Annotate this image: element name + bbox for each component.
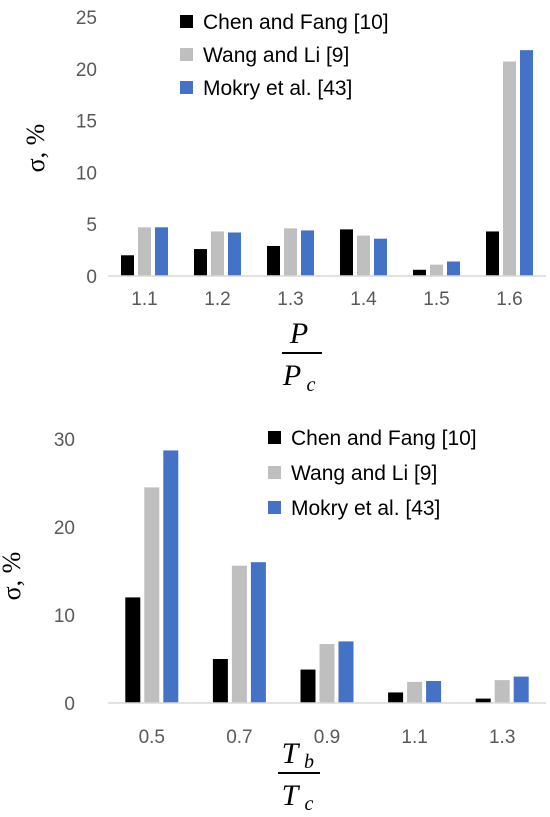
bar: [407, 681, 423, 703]
y-axis-label: σ, %: [0, 552, 26, 601]
x-axis-label-denominator-sub: c: [305, 793, 314, 815]
bar: [163, 450, 179, 703]
bar: [388, 692, 404, 703]
chart-pressure-ratio-svg: σ, % P P c 0 5 10 15 20 25 1.1 1.2 1.3 1.4 1.5 1.6 C…: [21, 8, 546, 395]
bar: [430, 264, 443, 276]
bar: [374, 238, 387, 276]
bar: [121, 255, 134, 276]
y-tick-label: 0: [86, 267, 97, 288]
bar: [413, 269, 426, 276]
y-tick-label: 15: [76, 112, 97, 133]
bar: [155, 227, 168, 276]
bar: [447, 261, 460, 276]
y-tick-label: 30: [54, 430, 75, 451]
bar: [300, 669, 316, 703]
bar: [494, 680, 510, 703]
bar: [338, 641, 354, 703]
bar: [250, 562, 266, 703]
legend-swatch: [268, 431, 281, 444]
bar: [475, 698, 491, 703]
y-tick-label: 25: [76, 8, 97, 29]
legend-label: Chen and Fang [10]: [203, 11, 389, 34]
legend-swatch: [180, 15, 193, 28]
bar: [212, 659, 228, 703]
y-tick-label: 10: [76, 163, 97, 184]
x-axis-label-denominator: P: [282, 359, 301, 392]
bar: [513, 676, 529, 703]
x-axis-label-denominator-sub: c: [307, 374, 316, 395]
x-axis-label-numerator-sub: b: [304, 751, 314, 773]
legend-swatch: [268, 501, 281, 514]
x-tick-label: 1.6: [496, 289, 522, 310]
y-tick-label: 10: [54, 606, 75, 627]
bar: [144, 487, 160, 703]
x-tick-label: 1.3: [489, 727, 515, 748]
x-tick-label: 1.2: [204, 289, 230, 310]
y-axis-label: σ, %: [21, 124, 50, 173]
bar: [228, 232, 241, 276]
bar: [231, 565, 247, 703]
x-tick-label: 0.9: [314, 727, 340, 748]
y-tick-label: 20: [76, 60, 97, 81]
x-tick-label: 1.5: [423, 289, 449, 310]
legend-label: Chen and Fang [10]: [291, 427, 477, 450]
x-tick-label: 0.7: [226, 727, 252, 748]
x-tick-label: 1.3: [277, 289, 303, 310]
x-axis-label-numerator: P: [289, 317, 308, 350]
chart-pressure-ratio: σ, % P P c 0 5 10 15 20 25 1.1 1.2 1.3 1.4 1.5 1.6 C…: [0, 0, 550, 395]
bar: [267, 245, 280, 276]
y-tick-label: 20: [54, 518, 75, 539]
bar: [426, 681, 442, 703]
bar: [520, 50, 533, 276]
legend-label: Wang and Li [9]: [203, 44, 349, 67]
x-axis-label-denominator-main: T: [282, 779, 301, 812]
bar: [503, 61, 516, 276]
legend-label: Mokry et al. [43]: [291, 497, 440, 520]
x-tick-label: 1.4: [350, 289, 377, 310]
legend-label: Mokry et al. [43]: [203, 77, 352, 100]
y-tick-label: 5: [86, 215, 97, 236]
chart-temperature-ratio: σ, % T b T c 0 10 20 30 0.5 0.7 0.9 1.1 1.3 Chen …: [0, 410, 550, 817]
legend-swatch: [180, 48, 193, 61]
y-tick-label: 0: [64, 694, 75, 715]
x-axis-label-denominator-main: P: [282, 359, 301, 392]
bar: [486, 231, 499, 276]
bar: [138, 227, 151, 276]
bar: [357, 235, 370, 276]
x-tick-label: 0.5: [139, 727, 165, 748]
x-axis-label-numerator-main: T: [282, 737, 301, 770]
bar: [340, 229, 353, 276]
bar: [125, 597, 141, 703]
bar: [194, 249, 207, 276]
bar: [211, 231, 224, 276]
x-tick-label: 1.1: [131, 289, 157, 310]
legend-label: Wang and Li [9]: [291, 462, 437, 485]
x-tick-label: 1.1: [401, 727, 427, 748]
bar: [319, 644, 335, 703]
chart-temperature-ratio-svg: σ, % T b T c 0 10 20 30 0.5 0.7 0.9 1.1 1.3 Chen …: [0, 427, 546, 815]
legend-swatch: [180, 81, 193, 94]
bar: [301, 230, 314, 276]
bar: [284, 228, 297, 276]
legend-swatch: [268, 466, 281, 479]
